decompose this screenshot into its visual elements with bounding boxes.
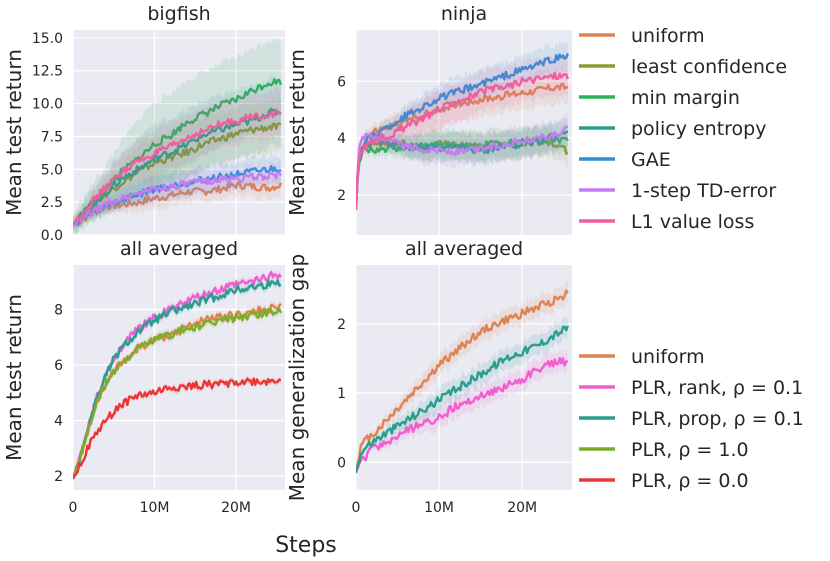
legend-item: min margin bbox=[579, 87, 740, 109]
series-line bbox=[356, 289, 569, 473]
y-tick-label: 2 bbox=[337, 317, 346, 333]
chart-title: all averaged bbox=[405, 238, 523, 260]
confidence-band bbox=[73, 160, 281, 229]
series-line bbox=[73, 377, 282, 480]
legend-item: 1-step TD-error bbox=[579, 180, 776, 202]
y-axis-label: Mean test return bbox=[285, 49, 309, 216]
confidence-band bbox=[356, 66, 568, 214]
y-tick-label: 2.5 bbox=[41, 195, 63, 211]
confidence-band bbox=[356, 112, 568, 213]
series-group bbox=[356, 280, 569, 476]
legend-item: PLR, rank, ρ = 0.1 bbox=[579, 377, 803, 399]
y-tick-label: 5.0 bbox=[41, 162, 63, 178]
confidence-band bbox=[356, 280, 568, 476]
legend-item: L1 value loss bbox=[579, 211, 754, 233]
series-line bbox=[73, 108, 282, 226]
legend-item: least confidence bbox=[579, 56, 787, 78]
confidence-band bbox=[73, 299, 281, 480]
confidence-band bbox=[73, 74, 281, 235]
confidence-band bbox=[356, 116, 568, 213]
x-tick-label: 0 bbox=[352, 500, 361, 516]
legend-label: min margin bbox=[631, 87, 740, 109]
legend-item: uniform bbox=[579, 346, 705, 368]
chart-title: bigfish bbox=[147, 3, 210, 25]
confidence-band bbox=[356, 52, 568, 215]
series-line bbox=[73, 170, 282, 227]
legend-label: PLR, rank, ρ = 0.1 bbox=[631, 377, 803, 399]
confidence-band bbox=[73, 37, 281, 235]
y-tick-label: 2 bbox=[54, 469, 63, 485]
legend-plr: uniform PLR, rank, ρ = 0.1 PLR, prop, ρ = … bbox=[579, 346, 804, 492]
series-line bbox=[73, 107, 282, 226]
series-line bbox=[356, 357, 568, 474]
series-line bbox=[73, 307, 283, 480]
y-tick-label: 0 bbox=[337, 455, 346, 471]
legend-label: uniform bbox=[631, 346, 705, 368]
series-line bbox=[73, 279, 282, 480]
legend-item: policy entropy bbox=[579, 118, 766, 140]
legend-item: GAE bbox=[579, 149, 671, 171]
y-tick-label: 6 bbox=[337, 74, 346, 90]
y-tick-label: 4 bbox=[54, 414, 63, 430]
y-tick-label: 1 bbox=[337, 386, 346, 402]
y-tick-label: 15.0 bbox=[32, 31, 63, 47]
legend-label: least confidence bbox=[631, 56, 787, 78]
confidence-band bbox=[73, 153, 281, 229]
series-group bbox=[73, 268, 283, 480]
legend-methods: uniform least confidence min margin policy … bbox=[579, 25, 787, 233]
series-line bbox=[73, 181, 283, 226]
chart-title: ninja bbox=[441, 3, 487, 25]
series-line bbox=[356, 325, 569, 473]
y-axis-label: Mean test return bbox=[2, 49, 26, 216]
legend-label: GAE bbox=[631, 149, 671, 171]
x-tick-label: 10M bbox=[140, 500, 170, 516]
legend-label: L1 value loss bbox=[631, 211, 754, 233]
y-tick-label: 6 bbox=[54, 358, 63, 374]
legend-label: PLR, ρ = 0.0 bbox=[631, 470, 749, 492]
legend-item: PLR, ρ = 0.0 bbox=[579, 470, 749, 492]
y-axis-label: Mean generalization gap bbox=[285, 254, 309, 502]
series-group bbox=[356, 39, 569, 215]
x-tick-label: 10M bbox=[424, 500, 454, 516]
x-tick-label: 0 bbox=[69, 500, 78, 516]
y-tick-label: 7.5 bbox=[41, 129, 63, 145]
legend-label: PLR, prop, ρ = 0.1 bbox=[631, 408, 804, 430]
legend-item: uniform bbox=[579, 25, 705, 47]
confidence-band bbox=[73, 276, 281, 480]
legend-label: uniform bbox=[631, 25, 705, 47]
series-line bbox=[356, 125, 569, 210]
y-tick-label: 12.5 bbox=[32, 64, 63, 80]
chart-avg-return: 2 4 6 8 0 10M 20M all averaged Mean test return bbox=[2, 238, 285, 516]
plot-area bbox=[356, 265, 572, 490]
series-line bbox=[356, 130, 569, 210]
chart-ninja: 2 4 6 ninja Mean test return bbox=[285, 3, 572, 235]
legend-item: PLR, ρ = 1.0 bbox=[579, 439, 749, 461]
panels: 0.0 2.5 5.0 7.5 10.0 12.5 15.0 bigfish Mean test… bbox=[2, 3, 572, 516]
y-axis-label: Mean test return bbox=[2, 294, 26, 461]
series-group bbox=[73, 37, 283, 235]
chart-avg-gap: 0 1 2 0 10M 20M all averaged Mean generalizatio… bbox=[285, 238, 572, 516]
series-line bbox=[356, 52, 569, 210]
legend-label: PLR, ρ = 1.0 bbox=[631, 439, 749, 461]
y-tick-label: 4 bbox=[337, 131, 346, 147]
x-tick-label: 20M bbox=[221, 500, 251, 516]
y-tick-label: 10.0 bbox=[32, 97, 63, 113]
y-tick-label: 0.0 bbox=[41, 228, 63, 244]
legend-item: PLR, prop, ρ = 0.1 bbox=[579, 408, 804, 430]
chart-title: all averaged bbox=[120, 238, 238, 260]
legend-label: 1-step TD-error bbox=[631, 180, 776, 202]
x-axis-label: Steps bbox=[275, 533, 337, 558]
series-line bbox=[356, 71, 569, 210]
y-tick-label: 2 bbox=[337, 188, 346, 204]
chart-bigfish: 0.0 2.5 5.0 7.5 10.0 12.5 15.0 bigfish Mean test… bbox=[2, 3, 285, 244]
legend-label: policy entropy bbox=[631, 118, 766, 140]
y-tick-label: 8 bbox=[54, 302, 63, 318]
x-tick-label: 20M bbox=[507, 500, 537, 516]
